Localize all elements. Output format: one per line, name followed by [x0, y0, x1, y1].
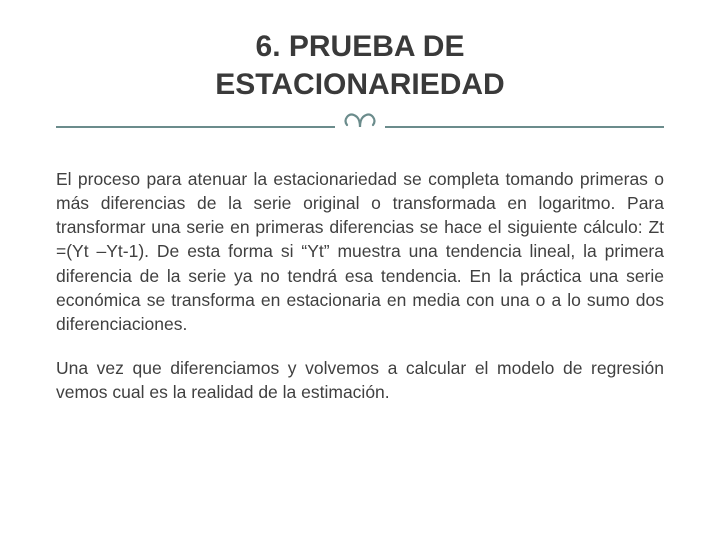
paragraph-1: El proceso para atenuar la estacionaried…	[56, 167, 664, 336]
title-line-1: 6. PRUEBA DE	[256, 30, 465, 63]
divider-line-left	[56, 126, 335, 128]
flourish-icon	[343, 109, 377, 145]
divider-line-right	[385, 126, 664, 128]
title-divider	[56, 109, 664, 145]
slide-container: 6. PRUEBA DE ESTACIONARIEDAD El proceso …	[0, 0, 720, 540]
paragraph-2: Una vez que diferenciamos y volvemos a c…	[56, 356, 664, 404]
slide-title: 6. PRUEBA DE ESTACIONARIEDAD	[56, 28, 664, 103]
title-line-2: ESTACIONARIEDAD	[215, 68, 504, 101]
